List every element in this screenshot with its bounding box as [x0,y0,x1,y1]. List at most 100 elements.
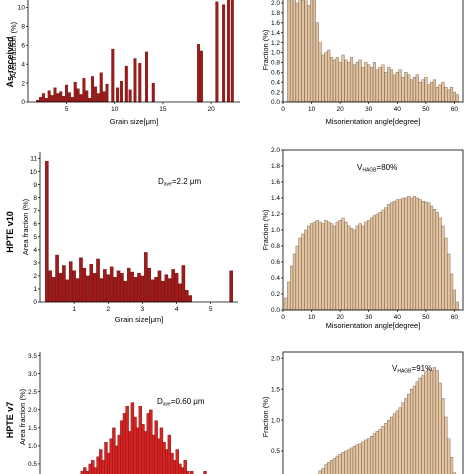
bar [447,89,451,103]
y-tick-label: 0.0 [271,307,280,314]
bar [70,97,74,103]
bar [44,98,48,103]
bar [435,370,439,474]
bar [355,444,359,474]
bar [102,91,106,103]
bar [367,64,371,103]
bar [222,4,226,103]
plot-frame [282,351,464,474]
bar [375,69,379,103]
bar [375,431,379,474]
bar [384,423,388,474]
bar [358,443,362,474]
y-tick-label: 1.4 [271,30,280,37]
bar [355,62,359,103]
bar [424,77,428,103]
x-tick-label: 5 [209,306,213,313]
bar [364,62,368,103]
bar [364,221,368,311]
bar [96,258,100,303]
bar [310,0,314,103]
annotation-text: Dave=2.2 μm [158,177,201,188]
y-tick-label: 3.0 [28,371,37,378]
bar [427,202,431,311]
bar [180,467,185,474]
y-tick-label: 0.5 [28,461,37,468]
y-tick-label: 2.5 [28,389,37,396]
bar [73,81,77,103]
bar [55,254,59,303]
x-axis-label: Misorientation angle[degree] [326,321,421,330]
bar [375,213,379,311]
bar [332,59,336,103]
bar [429,370,434,474]
bar [341,217,345,311]
y-tick-label: 0.5 [271,448,280,455]
y-tick-label: 0.2 [271,291,280,298]
bar [82,267,87,303]
bar [412,196,417,311]
bar [289,265,294,311]
bar [318,470,322,474]
bar [438,382,442,474]
bar [444,86,448,103]
y-tick-label: 0.6 [271,69,280,76]
bar [315,22,319,103]
bar [378,429,382,474]
y-tick-label: 1.6 [271,20,280,27]
as-received-grain-size-chart: 0 2 4 6 8 10 5 10 15 20 Grain size[μm] Area fractio… [9,0,240,126]
bar [91,76,95,103]
bar [203,470,207,474]
bar [48,270,53,303]
bar [384,72,388,103]
bar [338,62,342,103]
bar [407,393,411,474]
annotation-text: VHAGB=80% [357,163,397,174]
bar [327,221,331,311]
bar [350,57,354,103]
bar [126,267,131,303]
bar [65,279,70,303]
x-tick-label: 20 [207,106,215,113]
bar [421,201,425,311]
bar [398,69,402,103]
bar [89,263,93,303]
bar [56,93,60,103]
x-tick-label: 10 [308,314,316,321]
bar [190,470,194,474]
bar [438,84,442,103]
x-axis-label: Misorientation angle[degree] [326,117,421,126]
bar [338,220,342,311]
x-tick-label: 60 [451,314,459,321]
bar [332,458,337,474]
x-tick-label: 40 [394,314,402,321]
bar [435,86,439,103]
bar [65,84,69,103]
annotation-text: VHAGB=91% [392,364,432,375]
x-tick-label: 20 [337,314,345,321]
bar [381,64,385,103]
bar [304,229,308,311]
bar [137,273,141,303]
annotation-text: Dave=0.60 μm [157,397,205,408]
bar [85,470,90,474]
y-axis-label: Fraction (%) [261,209,270,250]
bar [329,223,334,311]
bar [292,0,296,103]
bar [51,277,56,303]
bar [415,381,419,474]
bar [401,197,405,311]
bar [389,416,394,474]
bar [301,0,305,103]
bar [404,197,408,311]
bar [395,410,399,474]
bar [93,467,98,474]
bar [103,269,107,303]
bar [404,72,408,103]
bar [72,270,76,303]
y-tick-label: 0.8 [271,243,280,250]
bar [418,199,422,311]
bar [79,94,83,103]
bar [230,0,234,103]
